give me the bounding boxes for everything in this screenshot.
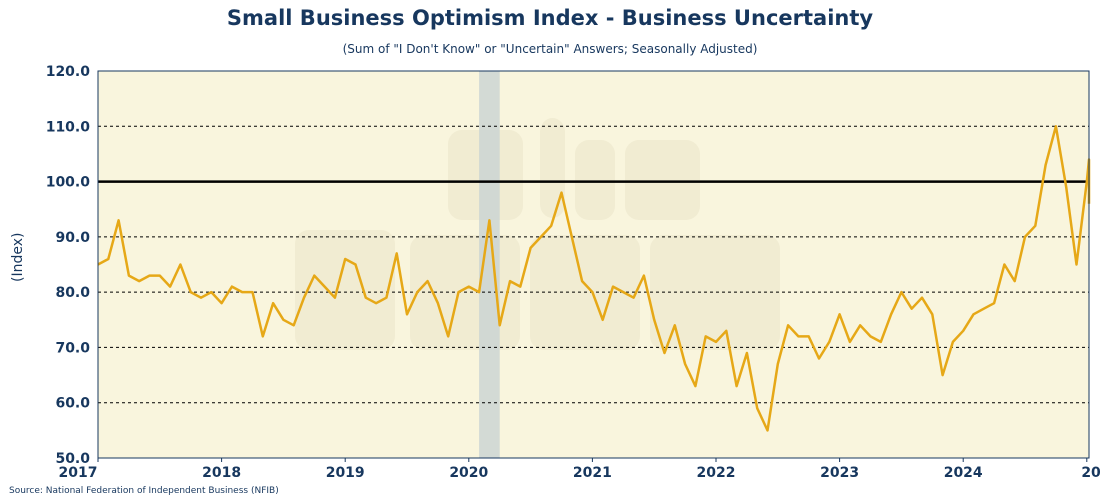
- x-tick-label: 2022: [697, 465, 736, 481]
- watermark-shape: [540, 118, 565, 218]
- watermark-shape: [625, 140, 700, 220]
- x-tick-label: 2025: [1081, 465, 1100, 481]
- x-tick-label: 2023: [820, 465, 859, 481]
- chart-subtitle: (Sum of "I Don't Know" or "Uncertain" An…: [342, 42, 758, 56]
- watermark-shape: [575, 140, 615, 220]
- watermark-shape: [650, 235, 780, 350]
- y-tick-label: 60.0: [55, 396, 90, 412]
- x-tick-label: 2021: [573, 465, 612, 481]
- y-tick-label: 90.0: [55, 230, 90, 246]
- watermark-shape: [295, 230, 395, 350]
- plot-border: [97, 70, 1090, 459]
- y-tick-label: 100.0: [46, 175, 91, 191]
- x-tick-label: 2020: [449, 465, 488, 481]
- y-tick-label: 80.0: [55, 285, 90, 301]
- y-tick-label: 70.0: [55, 340, 90, 356]
- source-note: Source: National Federation of Independe…: [9, 486, 279, 496]
- y-tick-label: 110.0: [46, 119, 91, 135]
- chart-title: Small Business Optimism Index - Business…: [226, 6, 874, 30]
- y-tick-label: 50.0: [55, 451, 90, 467]
- x-axis-ticks: 2017 2018 2019 2020 2021 2022 2023 2024 2025: [59, 458, 1100, 481]
- y-axis-ticks: 50.0 60.0 70.0 80.0 90.0 100.0 110.0 120.0: [46, 64, 91, 467]
- series-line: [97, 125, 1091, 432]
- y-tick-label: 120.0: [46, 64, 91, 80]
- x-tick-label: 2024: [944, 465, 983, 481]
- x-tick-label: 2017: [59, 465, 98, 481]
- x-tick-label: 2018: [202, 465, 241, 481]
- recession-shade: [479, 71, 500, 458]
- x-tick-label: 2019: [326, 465, 365, 481]
